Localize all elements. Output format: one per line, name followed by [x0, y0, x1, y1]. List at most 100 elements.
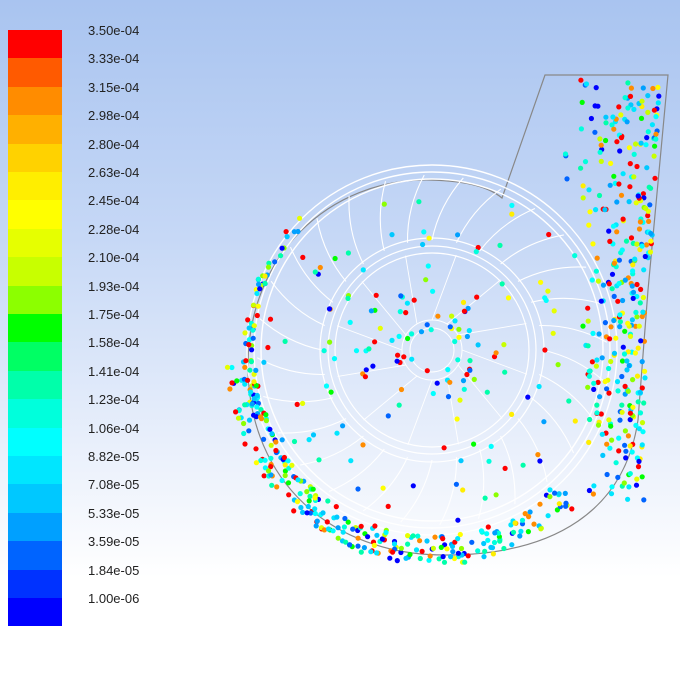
particle-point: [355, 535, 361, 541]
particle-point: [623, 448, 629, 454]
particle-point: [621, 480, 627, 486]
particle-point: [622, 428, 629, 434]
impeller-blade: [530, 397, 575, 454]
particle-point: [273, 447, 279, 454]
particle-point: [396, 402, 402, 408]
particle-point: [368, 549, 374, 555]
particle-point: [624, 358, 630, 364]
particle-point: [249, 347, 255, 353]
particle-point: [653, 114, 659, 120]
particle-point: [562, 151, 569, 157]
particle-point: [295, 228, 301, 235]
particle-point: [630, 377, 636, 383]
shaft-ring: [409, 327, 455, 373]
particle-point: [607, 336, 613, 342]
particle-point: [455, 232, 461, 238]
particle-point: [585, 318, 591, 324]
colorbar-swatch: [8, 370, 62, 400]
particle-point: [268, 464, 274, 470]
particle-point: [611, 260, 618, 266]
particle-point: [490, 551, 496, 557]
particle-point: [269, 431, 275, 437]
impeller-blade: [289, 246, 334, 303]
particle-point: [482, 495, 488, 501]
particle-point: [617, 417, 623, 423]
particle-point: [627, 410, 634, 416]
particle-point: [279, 437, 285, 443]
particle-point: [363, 367, 369, 373]
particle-point: [331, 356, 338, 362]
particle-point: [591, 386, 597, 392]
particle-point: [461, 386, 467, 392]
particle-point: [625, 105, 631, 111]
particle-point: [248, 389, 254, 395]
particle-point: [625, 349, 631, 355]
particle-point: [248, 359, 254, 365]
particle-point: [617, 319, 624, 325]
particle-point: [403, 555, 409, 561]
particle-point: [591, 483, 597, 489]
particle-point: [595, 422, 602, 428]
particle-point: [345, 519, 351, 525]
particle-point: [572, 253, 578, 259]
particle-point: [606, 417, 612, 423]
particle-point: [640, 309, 646, 315]
particle-point: [509, 411, 515, 417]
particle-point: [460, 487, 466, 493]
particle-point: [389, 337, 395, 343]
particle-point: [405, 533, 411, 539]
particle-point: [603, 114, 609, 120]
particle-point: [633, 323, 639, 329]
particle-point: [285, 458, 291, 464]
particle-point: [445, 394, 452, 400]
particle-point: [253, 367, 259, 373]
particle-point: [415, 533, 421, 539]
particle-point: [403, 310, 409, 316]
particle-point: [527, 509, 533, 515]
particle-point: [647, 249, 654, 255]
particle-point: [425, 263, 431, 269]
particle-point: [547, 494, 553, 500]
impeller-blade: [541, 349, 605, 382]
particle-point: [430, 545, 436, 552]
particle-point: [512, 520, 518, 526]
particle-point: [586, 222, 592, 228]
particle-point: [586, 368, 592, 374]
impeller-blade: [328, 448, 385, 493]
particle-point: [636, 426, 642, 432]
particle-point: [600, 452, 606, 458]
particle-point: [246, 428, 252, 434]
particle-point: [251, 379, 257, 385]
particle-point: [285, 480, 292, 486]
particle-point: [489, 545, 496, 551]
particle-point: [263, 412, 269, 418]
particle-point: [622, 95, 628, 101]
particle-point: [596, 192, 603, 199]
particle-point: [639, 243, 645, 249]
colorbar-swatch: [8, 115, 62, 144]
particle-point: [258, 457, 264, 464]
impeller-ring: [246, 164, 618, 536]
particle-point: [630, 289, 637, 295]
particle-point: [366, 346, 372, 352]
particle-point: [616, 435, 622, 441]
particle-point: [633, 482, 640, 488]
particle-point: [627, 184, 633, 190]
particle-point: [611, 173, 617, 179]
particle-point: [589, 359, 596, 365]
impeller-blade: [348, 195, 364, 265]
particle-point: [420, 241, 426, 248]
impeller-blade: [530, 297, 601, 305]
particle-point: [261, 436, 267, 442]
hub-spoke: [446, 375, 459, 445]
impeller-blade: [439, 457, 458, 526]
particle-point: [580, 183, 586, 189]
particle-point: [257, 286, 263, 292]
particle-point: [631, 151, 637, 157]
particle-point: [626, 145, 633, 151]
particle-point: [638, 140, 644, 146]
hub-spoke: [361, 281, 407, 336]
particle-point: [340, 423, 346, 429]
particle-point: [634, 163, 640, 170]
particle-point: [227, 386, 233, 392]
